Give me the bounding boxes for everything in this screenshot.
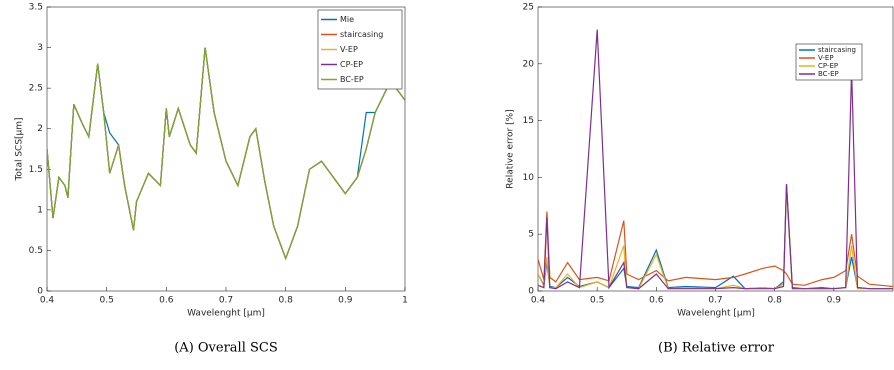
x-tick-label: 0.8: [279, 296, 294, 306]
y-tick-label: 5: [528, 230, 534, 240]
y-tick-label: 0: [37, 287, 43, 297]
x-tick-label: 1: [402, 296, 408, 306]
x-tick-label: 0.7: [708, 296, 722, 306]
y-tick-label: 0: [528, 287, 534, 297]
x-tick-label: 0.4: [40, 296, 55, 306]
x-tick-label: 0.9: [338, 296, 353, 306]
y-axis-label: Total SCS[μm]: [15, 117, 25, 181]
y-tick-label: 0.5: [29, 246, 43, 256]
y-tick-label: 3: [37, 43, 43, 53]
legend-label: V-EP: [818, 54, 834, 62]
x-tick-label: 0.9: [827, 296, 842, 306]
y-tick-label: 2.5: [29, 84, 43, 94]
legend-label: BC-EP: [340, 75, 364, 84]
y-tick-label: 15: [523, 116, 534, 126]
legend-label: staircasing: [340, 30, 383, 39]
y-tick-label: 10: [523, 173, 535, 183]
series-line: [47, 47, 405, 261]
legend-label: V-EP: [340, 45, 358, 54]
x-tick-label: 0.6: [159, 296, 174, 306]
x-tick-label: 0.5: [590, 296, 604, 306]
series-line: [538, 29, 893, 290]
legend-label: staircasing: [818, 46, 856, 54]
legend-label: BC-EP: [818, 70, 839, 78]
x-axis-label: Wavelenght [μm]: [677, 309, 755, 319]
x-tick-label: 0.7: [219, 296, 233, 306]
x-tick-label: 0.6: [649, 296, 664, 306]
x-tick-label: 0.8: [768, 296, 783, 306]
y-tick-label: 1: [37, 205, 43, 215]
y-tick-label: 2: [37, 124, 43, 134]
x-tick-label: 0.5: [100, 296, 114, 306]
caption: (B) Relative error: [658, 341, 775, 356]
legend-label: CP-EP: [340, 60, 363, 69]
y-tick-label: 1.5: [29, 165, 43, 175]
y-tick-label: 20: [523, 59, 535, 69]
y-tick-label: 25: [523, 3, 534, 13]
y-axis-label: Relative error [%]: [506, 109, 516, 188]
series-line: [538, 211, 893, 288]
legend-label: CP-EP: [818, 62, 838, 70]
y-tick-label: 3.5: [29, 3, 43, 13]
x-axis-label: Wavelenght [μm]: [187, 309, 265, 319]
legend-label: Mie: [340, 15, 354, 24]
x-tick-label: 0.4: [531, 296, 546, 306]
caption: (A) Overall SCS: [174, 341, 278, 356]
